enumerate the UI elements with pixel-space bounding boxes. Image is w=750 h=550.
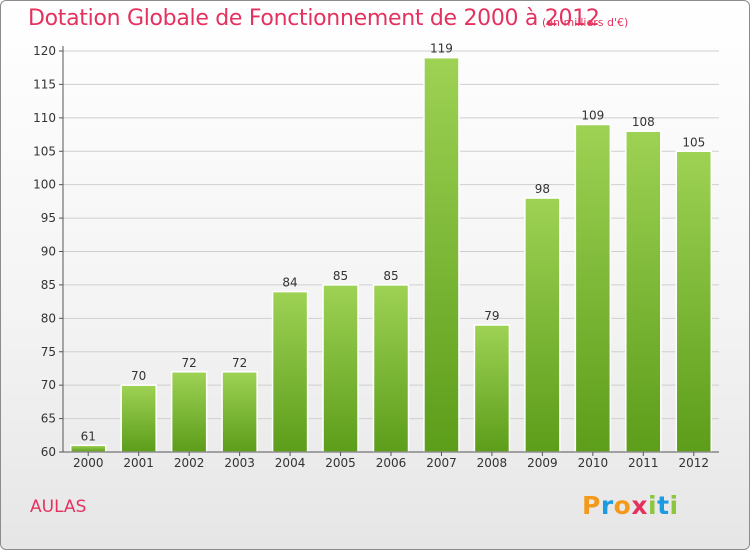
logo-letter: o: [613, 491, 632, 520]
y-tick-label: 100: [33, 178, 56, 192]
bar: [473, 324, 511, 453]
logo-letter: i: [669, 491, 679, 520]
data-label: 84: [282, 276, 297, 290]
bar: [423, 56, 460, 453]
x-tick-label: 2010: [578, 456, 609, 470]
x-tick-label: 2003: [224, 456, 255, 470]
bar: [524, 197, 561, 453]
bar: [372, 284, 410, 453]
data-label: 105: [682, 135, 705, 149]
x-tick-label: 2009: [527, 456, 558, 470]
x-tick-label: 2007: [426, 456, 457, 470]
data-label: 98: [535, 182, 550, 196]
bar: [271, 290, 309, 453]
commune-name: AULAS: [30, 497, 87, 517]
y-tick-label: 85: [41, 278, 56, 292]
y-tick-label: 115: [33, 77, 56, 91]
bar: [170, 371, 208, 453]
x-tick-label: 2002: [174, 456, 205, 470]
bar: [574, 123, 612, 453]
x-tick-label: 2011: [628, 456, 659, 470]
bar: [322, 284, 359, 453]
bar: [221, 371, 258, 453]
y-tick-label: 70: [41, 378, 56, 392]
bar: [120, 384, 157, 453]
x-tick-label: 2004: [275, 456, 306, 470]
x-tick-label: 2012: [678, 456, 709, 470]
logo-letter: x: [631, 491, 648, 520]
x-tick-label: 2006: [376, 456, 407, 470]
bar: [675, 150, 713, 453]
data-label: 109: [581, 109, 604, 123]
data-label: 119: [430, 42, 453, 56]
data-label: 85: [333, 269, 348, 283]
y-tick-label: 105: [33, 144, 56, 158]
data-label: 61: [81, 429, 96, 443]
proxiti-logo: Proxiti: [582, 491, 679, 520]
data-label: 72: [182, 356, 197, 370]
chart-title: Dotation Globale de Fonctionnement de 20…: [28, 6, 600, 31]
data-label: 79: [484, 309, 499, 323]
logo-letter: i: [648, 491, 658, 520]
data-label: 85: [383, 269, 398, 283]
y-tick-label: 95: [41, 211, 56, 225]
chart-subtitle: (en milliers d'€): [542, 16, 629, 29]
logo-letter: t: [657, 491, 670, 520]
x-tick-label: 2005: [325, 456, 356, 470]
data-label: 108: [632, 115, 655, 129]
logo-letter: r: [600, 491, 614, 520]
y-tick-label: 65: [41, 412, 56, 426]
bar: [625, 130, 662, 453]
y-tick-label: 60: [41, 445, 56, 459]
logo-letter: P: [582, 491, 601, 520]
data-label: 72: [232, 356, 247, 370]
bar: [69, 444, 107, 453]
y-tick-label: 75: [41, 345, 56, 359]
axis-layer: 60 65 70 75 80 85 90 95 100 105 110 115 120 2000 2001 2…: [33, 44, 719, 470]
data-label: 70: [131, 369, 146, 383]
y-tick-label: 110: [33, 111, 56, 125]
x-tick-label: 2001: [123, 456, 154, 470]
x-tick-label: 2000: [73, 456, 104, 470]
y-tick-label: 80: [41, 311, 56, 325]
y-tick-label: 90: [41, 245, 56, 259]
bar-layer: 61 70 72 72 84 85 85 119 79 98 109 108 105: [69, 42, 713, 453]
y-tick-label: 120: [33, 44, 56, 58]
x-tick-label: 2008: [477, 456, 508, 470]
